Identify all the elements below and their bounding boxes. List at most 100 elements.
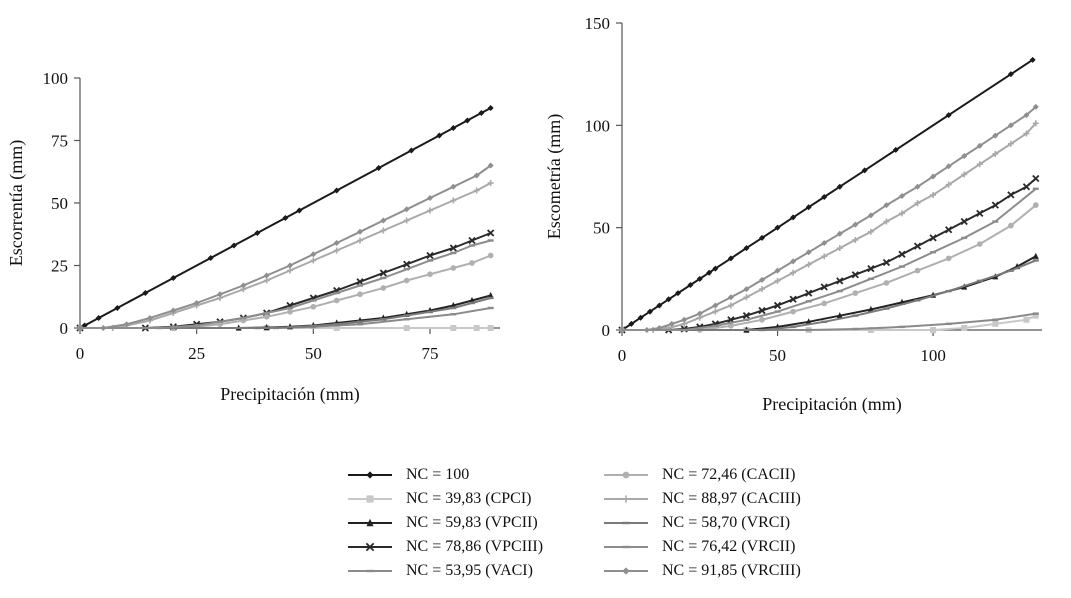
x-axis-label: Precipitación (mm)	[220, 384, 359, 405]
data-point	[333, 247, 340, 254]
data-point	[263, 272, 270, 279]
data-point	[357, 291, 363, 298]
data-point	[976, 161, 983, 168]
data-point	[100, 325, 107, 331]
data-point	[892, 146, 899, 153]
data-point	[712, 265, 719, 272]
data-point	[478, 110, 485, 116]
data-point	[357, 284, 363, 287]
data-point	[473, 187, 480, 194]
data-point	[310, 299, 317, 302]
data-point	[310, 324, 317, 328]
legend-label: NC = 88,97 (CACIII)	[662, 489, 801, 507]
legend-marker	[366, 494, 374, 503]
data-point	[1032, 259, 1039, 262]
data-point	[263, 311, 270, 315]
data-point	[976, 209, 984, 217]
series-6	[619, 120, 1039, 333]
data-point	[867, 327, 874, 333]
data-point	[380, 285, 387, 291]
series-3	[618, 174, 1040, 334]
data-point	[914, 299, 921, 302]
legend-item: NC = 58,70 (VRCI)	[600, 512, 790, 533]
data-point	[333, 323, 340, 326]
data-point	[333, 297, 340, 304]
data-point	[403, 206, 410, 213]
data-point	[945, 255, 952, 262]
data-point	[217, 291, 223, 298]
y-tick-label: 150	[585, 14, 611, 33]
data-point	[1032, 103, 1039, 110]
series-line	[622, 106, 1037, 331]
data-point	[976, 279, 983, 283]
data-point	[114, 305, 121, 311]
data-point	[193, 300, 200, 306]
data-point	[945, 226, 953, 234]
legend-marker	[366, 470, 374, 479]
data-point	[821, 193, 828, 200]
data-point	[123, 321, 130, 328]
legend-swatch	[604, 521, 648, 524]
data-point	[913, 242, 922, 250]
legend-marker	[366, 518, 374, 526]
data-point	[867, 228, 874, 235]
data-point	[408, 147, 415, 154]
data-point	[759, 276, 765, 283]
legend-marker	[366, 569, 374, 572]
data-point	[427, 195, 433, 201]
right-plot: 0 50 100 150 0 50 100 Precipitación (mm) Escomet…	[544, 14, 1042, 415]
data-point	[656, 324, 663, 331]
data-point	[403, 314, 410, 317]
data-point	[883, 218, 890, 225]
data-point	[805, 261, 812, 268]
data-point	[469, 244, 475, 247]
data-point	[1022, 183, 1031, 191]
data-point	[836, 230, 843, 237]
data-point	[836, 183, 843, 190]
data-point	[380, 227, 387, 234]
x-axis-label: Precipitación (mm)	[762, 394, 901, 415]
y-axis-label: Escometría (mm)	[544, 114, 565, 239]
legend-swatch	[348, 518, 392, 526]
legend-item: NC = 59,83 (VPCII)	[344, 512, 538, 533]
legend-marker	[622, 545, 630, 548]
data-point	[333, 291, 340, 295]
data-point	[852, 327, 859, 331]
data-point	[759, 286, 765, 293]
data-point	[1032, 187, 1039, 190]
data-point	[852, 236, 859, 243]
data-point	[1032, 202, 1039, 209]
data-point	[820, 283, 828, 291]
series-line	[622, 188, 1037, 331]
data-point	[1032, 252, 1039, 259]
data-point	[403, 268, 410, 271]
legend-label: NC = 78,86 (VPCIII)	[406, 537, 544, 555]
data-point	[852, 221, 859, 228]
data-point	[774, 277, 781, 284]
data-point	[675, 290, 681, 297]
data-point	[945, 112, 952, 119]
legend-label: NC = 53,95 (VACI)	[406, 561, 533, 579]
data-point	[450, 325, 457, 331]
legend-marker	[622, 494, 630, 503]
data-point	[333, 325, 340, 331]
data-point	[450, 197, 457, 204]
data-point	[403, 260, 411, 268]
data-point	[883, 202, 890, 209]
data-point	[647, 308, 653, 315]
data-point	[254, 326, 261, 330]
data-point	[976, 142, 983, 149]
data-point	[487, 306, 494, 310]
data-point	[487, 180, 494, 186]
data-point	[1032, 312, 1039, 315]
legend-swatch	[604, 545, 648, 548]
data-point	[805, 300, 812, 303]
data-point	[240, 282, 247, 289]
x-tick-label: 25	[188, 344, 205, 363]
data-point	[899, 210, 905, 217]
x-tick-label: 0	[76, 344, 85, 363]
data-point	[805, 204, 812, 211]
legend-item: NC = 72,46 (CACII)	[600, 464, 795, 485]
data-point	[403, 277, 410, 284]
data-point	[231, 242, 237, 249]
